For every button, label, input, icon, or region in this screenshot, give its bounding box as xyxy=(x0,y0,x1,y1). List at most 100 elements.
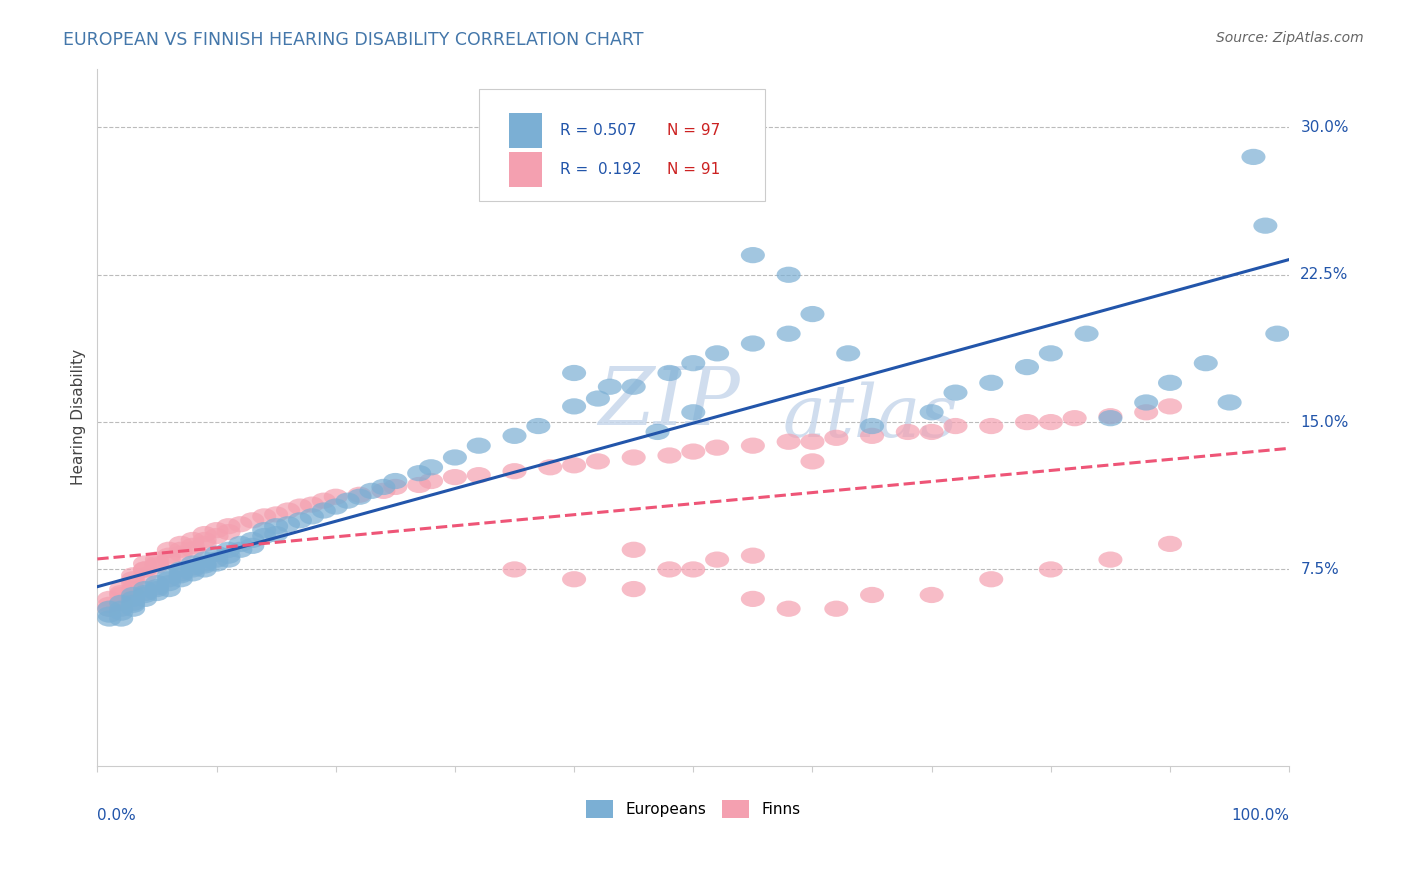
Ellipse shape xyxy=(586,453,610,469)
Ellipse shape xyxy=(800,434,824,450)
Ellipse shape xyxy=(1159,375,1182,391)
Ellipse shape xyxy=(621,541,645,558)
Ellipse shape xyxy=(741,335,765,351)
Ellipse shape xyxy=(134,556,157,572)
Ellipse shape xyxy=(240,538,264,554)
Ellipse shape xyxy=(1098,410,1122,426)
Ellipse shape xyxy=(169,571,193,587)
Ellipse shape xyxy=(145,558,169,574)
Ellipse shape xyxy=(228,536,253,552)
Ellipse shape xyxy=(1159,398,1182,415)
Ellipse shape xyxy=(97,597,121,613)
Ellipse shape xyxy=(217,524,240,541)
Ellipse shape xyxy=(562,571,586,587)
Ellipse shape xyxy=(1074,326,1098,342)
Ellipse shape xyxy=(443,469,467,485)
Ellipse shape xyxy=(979,418,1004,434)
Ellipse shape xyxy=(264,526,288,542)
Ellipse shape xyxy=(347,487,371,503)
Ellipse shape xyxy=(217,541,240,558)
Ellipse shape xyxy=(419,473,443,489)
Ellipse shape xyxy=(217,518,240,534)
Ellipse shape xyxy=(169,546,193,562)
Ellipse shape xyxy=(145,551,169,567)
Ellipse shape xyxy=(860,418,884,434)
Ellipse shape xyxy=(134,581,157,598)
Ellipse shape xyxy=(145,581,169,598)
Text: 7.5%: 7.5% xyxy=(1301,562,1339,577)
Ellipse shape xyxy=(419,459,443,475)
FancyBboxPatch shape xyxy=(509,113,541,148)
Ellipse shape xyxy=(824,430,848,446)
Ellipse shape xyxy=(97,591,121,607)
Ellipse shape xyxy=(288,512,312,528)
Ellipse shape xyxy=(204,551,229,567)
Text: EUROPEAN VS FINNISH HEARING DISABILITY CORRELATION CHART: EUROPEAN VS FINNISH HEARING DISABILITY C… xyxy=(63,31,644,49)
Ellipse shape xyxy=(323,499,347,515)
Ellipse shape xyxy=(776,600,800,617)
Ellipse shape xyxy=(264,518,288,534)
Ellipse shape xyxy=(169,566,193,582)
Ellipse shape xyxy=(360,483,384,499)
Ellipse shape xyxy=(1039,345,1063,361)
Ellipse shape xyxy=(682,561,706,577)
Ellipse shape xyxy=(645,424,669,440)
Ellipse shape xyxy=(776,267,800,283)
Ellipse shape xyxy=(621,450,645,466)
Ellipse shape xyxy=(704,440,730,456)
Ellipse shape xyxy=(658,365,682,381)
Ellipse shape xyxy=(240,512,264,528)
Ellipse shape xyxy=(193,558,217,574)
Ellipse shape xyxy=(408,477,432,493)
Ellipse shape xyxy=(193,556,217,572)
Ellipse shape xyxy=(157,571,181,587)
Ellipse shape xyxy=(169,561,193,577)
Ellipse shape xyxy=(526,418,550,434)
Ellipse shape xyxy=(538,459,562,475)
Ellipse shape xyxy=(1098,551,1122,567)
Ellipse shape xyxy=(312,492,336,508)
Legend: Europeans, Finns: Europeans, Finns xyxy=(579,794,807,824)
Ellipse shape xyxy=(299,508,323,524)
Ellipse shape xyxy=(741,438,765,454)
Ellipse shape xyxy=(276,516,299,533)
Ellipse shape xyxy=(228,516,253,533)
Ellipse shape xyxy=(110,600,134,617)
Ellipse shape xyxy=(502,428,526,444)
Ellipse shape xyxy=(157,551,181,567)
Ellipse shape xyxy=(193,526,217,542)
Ellipse shape xyxy=(217,548,240,564)
Text: 30.0%: 30.0% xyxy=(1301,120,1348,135)
Ellipse shape xyxy=(252,508,276,524)
Ellipse shape xyxy=(824,600,848,617)
Ellipse shape xyxy=(193,551,217,567)
Ellipse shape xyxy=(502,561,526,577)
Ellipse shape xyxy=(193,536,217,552)
Ellipse shape xyxy=(371,479,395,495)
Ellipse shape xyxy=(800,453,824,469)
Ellipse shape xyxy=(562,365,586,381)
Ellipse shape xyxy=(121,595,145,611)
Ellipse shape xyxy=(920,587,943,603)
Ellipse shape xyxy=(204,556,229,572)
Ellipse shape xyxy=(1194,355,1218,371)
Ellipse shape xyxy=(217,551,240,567)
Ellipse shape xyxy=(110,610,134,627)
Ellipse shape xyxy=(562,458,586,474)
Ellipse shape xyxy=(121,587,145,603)
Ellipse shape xyxy=(1265,326,1289,342)
FancyBboxPatch shape xyxy=(479,89,765,201)
Ellipse shape xyxy=(134,587,157,603)
Ellipse shape xyxy=(371,483,395,499)
Ellipse shape xyxy=(204,522,229,538)
Ellipse shape xyxy=(943,384,967,401)
Ellipse shape xyxy=(658,448,682,464)
Ellipse shape xyxy=(157,575,181,591)
Text: N = 97: N = 97 xyxy=(666,123,720,138)
Ellipse shape xyxy=(169,541,193,558)
Ellipse shape xyxy=(384,479,408,495)
Ellipse shape xyxy=(110,595,134,611)
Ellipse shape xyxy=(121,591,145,607)
Ellipse shape xyxy=(157,567,181,583)
Ellipse shape xyxy=(276,502,299,518)
